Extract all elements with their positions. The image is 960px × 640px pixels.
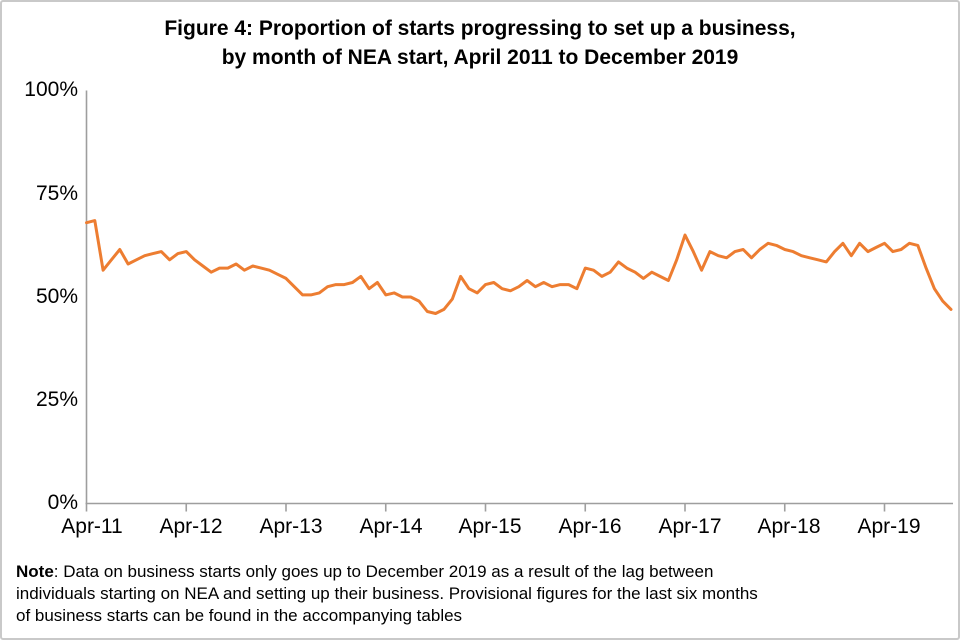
y-tick-label-0: 0% xyxy=(47,491,78,514)
chart-title-line1: Figure 4: Proportion of starts progressi… xyxy=(164,17,796,40)
y-tick-label-75: 75% xyxy=(35,182,78,205)
chart-title-line2: by month of NEA start, April 2011 to Dec… xyxy=(221,46,739,69)
x-tick-label-apr16: Apr-16 xyxy=(558,515,622,538)
x-tick-label-apr17: Apr-17 xyxy=(658,515,722,538)
data-line-proportion-of-starts xyxy=(85,219,953,315)
chart-note: Note: Data on business starts only goes … xyxy=(16,561,758,627)
x-tick-label-apr14: Apr-14 xyxy=(359,515,423,538)
x-tick-label-apr15: Apr-15 xyxy=(458,515,522,538)
chart-note-line3: of business starts can be found in the a… xyxy=(16,606,463,625)
chart-title: Figure 4: Proportion of starts progressi… xyxy=(2,14,958,72)
x-tick-label-apr18: Apr-18 xyxy=(757,515,821,538)
y-tick-label-25: 25% xyxy=(35,388,78,411)
x-tick-label-apr11: Apr-11 xyxy=(61,515,123,538)
x-tick-label-apr19: Apr-19 xyxy=(857,515,921,538)
y-tick-label-100: 100% xyxy=(24,78,78,101)
x-tick-label-apr12: Apr-12 xyxy=(159,515,223,538)
y-tick-label-50: 50% xyxy=(35,285,78,308)
chart-note-bold-label: Note xyxy=(16,562,54,581)
x-tick-label-apr13: Apr-13 xyxy=(259,515,323,538)
chart-note-line1: Note: Data on business starts only goes … xyxy=(16,562,714,581)
chart-note-line2: individuals starting on NEA and setting … xyxy=(16,584,758,603)
